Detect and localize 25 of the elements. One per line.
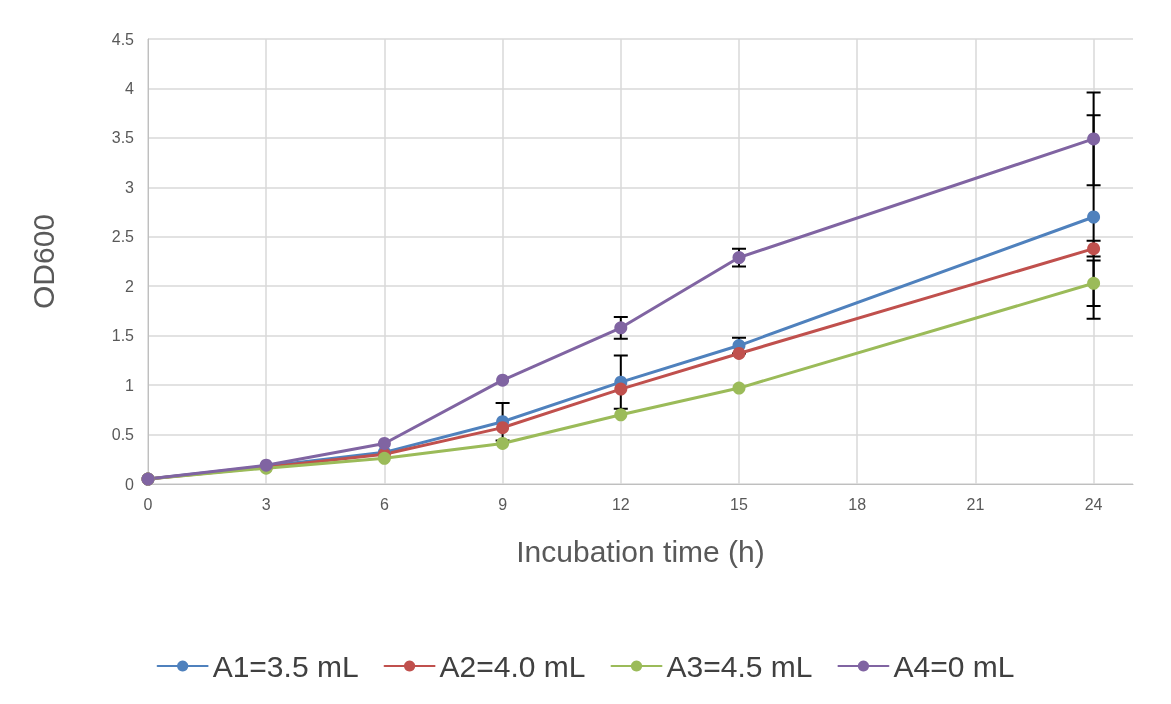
x-tick-label: 6 bbox=[379, 495, 389, 513]
y-tick-label: 2.5 bbox=[111, 228, 135, 246]
y-tick-label: 0.5 bbox=[111, 426, 135, 444]
x-tick-label: 21 bbox=[966, 495, 985, 513]
x-tick-label: 24 bbox=[1084, 495, 1103, 513]
legend-label: A1=3.5 mL bbox=[212, 649, 359, 683]
y-tick-label: 1.5 bbox=[111, 327, 135, 345]
legend-label: A2=4.0 mL bbox=[439, 649, 586, 683]
x-tick-label: 3 bbox=[261, 495, 271, 513]
y-tick-label: 1 bbox=[125, 376, 135, 394]
y-tick-label: 4.5 bbox=[111, 30, 135, 48]
legend-label: A4=0 mL bbox=[893, 649, 1015, 683]
x-tick-label: 15 bbox=[730, 495, 748, 513]
y-tick-label: 4 bbox=[125, 79, 135, 97]
y-tick-label: 0 bbox=[125, 475, 135, 493]
x-tick-label: 12 bbox=[611, 495, 630, 513]
x-axis-title: Incubation time (h) bbox=[516, 534, 765, 568]
y-tick-label: 2 bbox=[125, 277, 135, 295]
y-tick-label: 3 bbox=[125, 178, 135, 196]
legend-label: A3=4.5 mL bbox=[666, 649, 813, 683]
x-tick-label: 9 bbox=[498, 495, 508, 513]
x-tick-label: 0 bbox=[143, 495, 153, 513]
y-axis-title: OD600 bbox=[26, 213, 60, 310]
x-tick-label: 18 bbox=[848, 495, 867, 513]
y-tick-label: 3.5 bbox=[111, 129, 135, 147]
